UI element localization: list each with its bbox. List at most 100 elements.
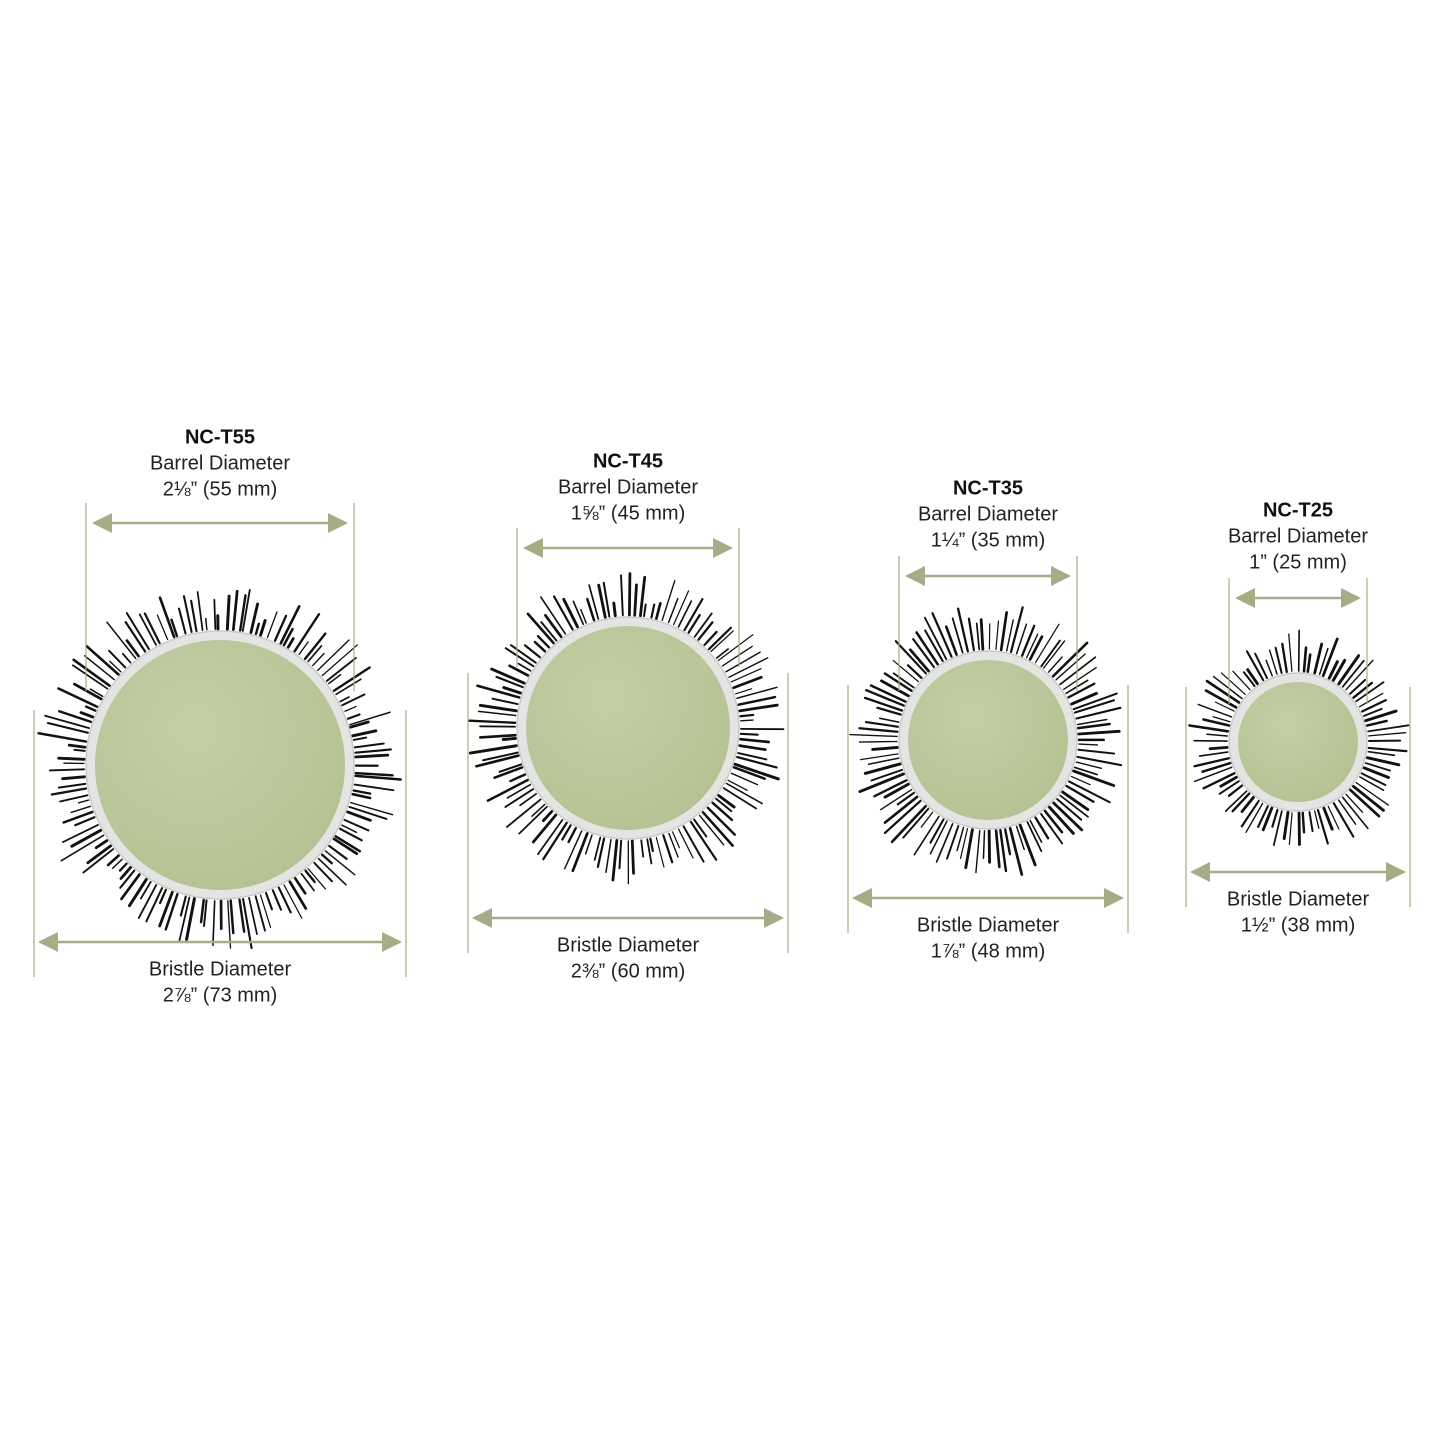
bristle — [1349, 788, 1381, 818]
barrel-size: 1¼” (35 mm) — [931, 529, 1045, 551]
bristle — [1070, 775, 1091, 786]
bristle — [1018, 823, 1037, 867]
bristle — [1193, 766, 1233, 783]
bristle — [203, 899, 208, 928]
bristle — [561, 824, 572, 841]
bristle — [328, 844, 348, 860]
bristle — [540, 596, 567, 635]
bristle — [351, 792, 372, 800]
bristle — [229, 899, 235, 935]
bristle — [689, 820, 718, 861]
bristle — [864, 721, 900, 728]
bristle — [1059, 794, 1089, 818]
bristle — [312, 652, 325, 667]
bristle — [339, 827, 363, 842]
bristle — [1065, 784, 1095, 803]
bristle — [74, 816, 96, 827]
brush: NC-T55 Barrel Diameter 2⅛” (55 mm) Bristle … — [33, 426, 407, 1006]
bristle — [1004, 828, 1012, 856]
bristle — [190, 599, 198, 633]
bristle — [254, 895, 266, 932]
brush: NC-T35 Barrel Diameter 1¼” (35 mm) Bristle … — [847, 477, 1129, 962]
bristle — [321, 644, 359, 677]
bristle — [94, 839, 109, 850]
bristle — [1034, 623, 1060, 664]
bristle — [1197, 703, 1233, 718]
bristle — [518, 805, 548, 835]
bristle — [349, 720, 370, 729]
bristle — [106, 854, 120, 867]
bristle — [1020, 624, 1036, 657]
bristle — [127, 877, 148, 908]
bristle — [501, 736, 517, 741]
bristle — [563, 830, 583, 870]
bristle — [999, 611, 1008, 652]
bristle — [959, 828, 969, 859]
bristle — [999, 828, 1008, 873]
bristle — [316, 639, 350, 672]
bristle — [869, 684, 907, 703]
bristle — [61, 775, 86, 781]
bristle — [57, 756, 86, 761]
bristle — [1282, 810, 1290, 841]
bristle — [493, 766, 524, 779]
bristle — [735, 688, 753, 695]
bristle — [1029, 819, 1043, 843]
bristle — [883, 672, 913, 692]
bristle — [72, 664, 109, 690]
bristle — [646, 838, 653, 865]
bristle — [517, 662, 532, 672]
bristle — [650, 603, 656, 619]
bristle — [239, 594, 247, 632]
bristle — [232, 589, 239, 632]
bristle — [1072, 692, 1118, 711]
barrel-label: Barrel Diameter — [150, 452, 290, 474]
bristle — [677, 828, 694, 859]
bristle — [1052, 801, 1084, 832]
bristle — [739, 732, 759, 736]
bristle — [1352, 784, 1385, 812]
bristle — [1365, 719, 1388, 727]
bristle — [1034, 816, 1050, 840]
bristle — [693, 818, 708, 838]
bristle — [1005, 619, 1014, 652]
bristle — [79, 711, 95, 719]
bristle — [508, 664, 530, 677]
bristle — [506, 783, 532, 799]
bristle — [1288, 633, 1293, 672]
bristle — [1261, 806, 1274, 832]
bristle — [572, 600, 585, 626]
bristle — [1202, 718, 1231, 727]
bristle — [1028, 635, 1044, 661]
bristle — [213, 598, 217, 630]
bristle — [1047, 656, 1063, 673]
bristle — [509, 773, 527, 783]
bristle — [70, 805, 92, 814]
bristle — [982, 830, 986, 860]
bristle — [701, 811, 734, 847]
bristle — [693, 612, 713, 638]
bristle-size: 1½” (38 mm) — [1241, 914, 1355, 936]
bristle — [722, 787, 757, 810]
bristle — [119, 866, 132, 880]
bristle — [571, 832, 589, 873]
barrel-size: 1” (25 mm) — [1249, 551, 1347, 573]
bristle — [873, 779, 908, 798]
bristle — [254, 622, 261, 636]
bristle — [673, 590, 690, 626]
bristle — [924, 629, 944, 663]
bristle — [1077, 729, 1121, 736]
barrel-size: 1⅝” (45 mm) — [571, 502, 685, 524]
bristle — [526, 612, 555, 645]
bristle — [1268, 649, 1278, 675]
bristle — [73, 748, 86, 752]
bristle — [740, 719, 754, 722]
bristle — [707, 626, 733, 651]
bristle — [50, 787, 88, 796]
bristle — [946, 825, 960, 860]
bristle — [717, 634, 754, 661]
bristle — [1067, 682, 1096, 699]
bristle — [552, 595, 574, 631]
bristle — [1364, 762, 1391, 772]
bristle — [353, 783, 395, 792]
